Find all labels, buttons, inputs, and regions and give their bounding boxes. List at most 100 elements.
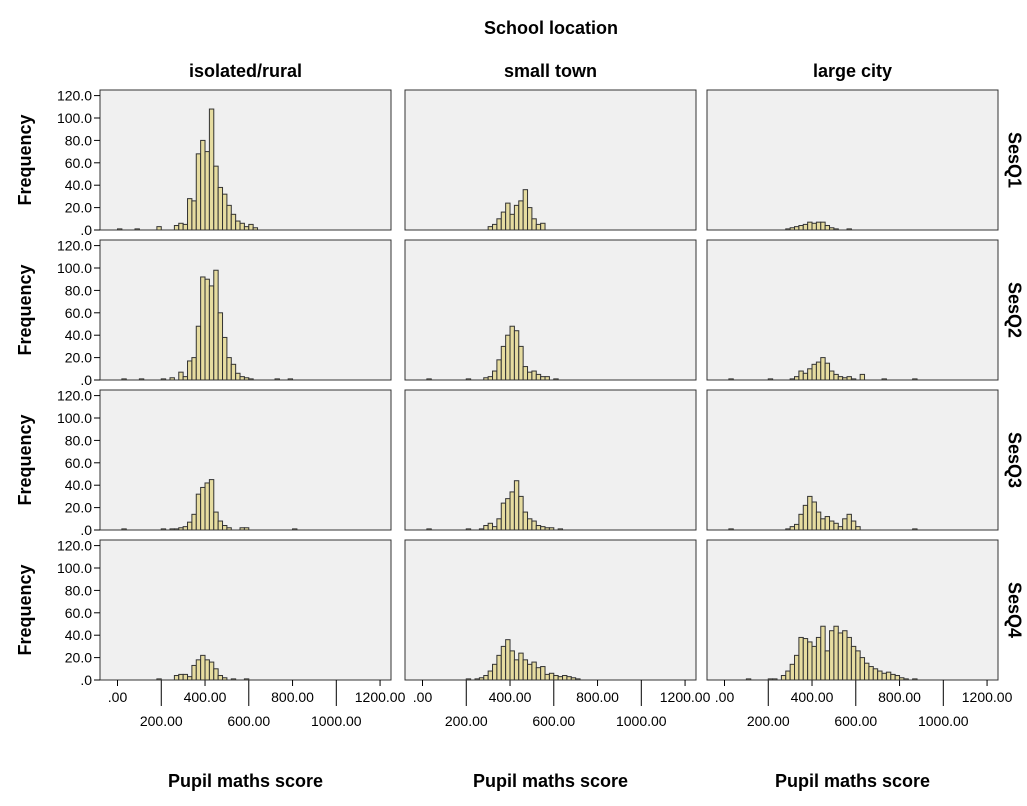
histogram-bar: [829, 520, 835, 531]
y-tick-label: 20.0: [65, 650, 92, 666]
histogram-bar: [195, 153, 202, 231]
y-tick-label: 100.0: [57, 260, 92, 276]
histogram-bar: [544, 527, 550, 531]
histogram-bar: [850, 378, 857, 381]
y-tick-label: 80.0: [65, 132, 92, 148]
x-tick-label: 200.00: [445, 713, 488, 729]
histogram-bar: [815, 361, 822, 381]
histogram-bar: [500, 345, 507, 381]
y-tick-label: 80.0: [65, 282, 92, 298]
histogram-bar: [235, 372, 241, 381]
y-tick-label: 120.0: [57, 88, 92, 104]
histogram-bar: [213, 668, 219, 681]
x-tick-label: 600.00: [227, 713, 270, 729]
histogram-bar: [877, 670, 883, 681]
histogram-bar: [483, 525, 489, 531]
y-tick-label: 120.0: [57, 238, 92, 254]
histogram-bar: [518, 200, 524, 231]
histogram-bar: [912, 528, 918, 531]
y-tick-label: .0: [80, 672, 92, 688]
histogram-bar: [833, 373, 839, 381]
histogram-bar: [811, 363, 817, 381]
histogram-bar: [527, 663, 533, 681]
x-axis-label: Pupil maths score: [473, 771, 628, 791]
histogram-bar: [513, 659, 520, 681]
x-tick-label: .00: [715, 689, 735, 705]
y-tick-label: 20.0: [65, 200, 92, 216]
histogram-bar: [513, 330, 520, 381]
histogram-bar: [807, 368, 813, 381]
histogram-bar: [496, 359, 502, 381]
histogram-bar: [850, 520, 857, 531]
panel-background: [99, 239, 392, 381]
x-tick-label: 1200.00: [355, 689, 406, 705]
histogram-bar: [842, 377, 848, 381]
histogram-bar: [487, 376, 494, 381]
histogram-bar: [518, 652, 524, 681]
histogram-bar: [239, 527, 245, 531]
histogram-bar: [222, 336, 228, 381]
histogram-bar: [798, 225, 804, 231]
histogram-bar: [802, 223, 809, 231]
histogram-bar: [815, 221, 822, 231]
histogram-bar: [208, 479, 215, 531]
histogram-bar: [807, 221, 813, 231]
histogram-bar: [540, 526, 546, 531]
histogram-bar: [807, 495, 813, 531]
histogram-bar: [522, 189, 529, 231]
histogram-bar: [912, 378, 918, 381]
histogram-bar: [535, 525, 542, 531]
histogram-bar: [789, 526, 796, 531]
y-tick-label: 60.0: [65, 605, 92, 621]
histogram-bar: [182, 673, 189, 681]
row-label: SesQ1: [1004, 132, 1024, 188]
histogram-bar: [820, 357, 826, 381]
y-axis-label: Frequency: [15, 564, 35, 655]
y-tick-label: 60.0: [65, 155, 92, 171]
histogram-bar: [518, 345, 524, 381]
histogram-bar: [802, 372, 809, 381]
histogram-bar: [483, 675, 489, 681]
y-tick-label: 20.0: [65, 350, 92, 366]
y-axis-label: Frequency: [15, 114, 35, 205]
histogram-bar: [527, 518, 533, 531]
histogram-bar: [222, 193, 228, 231]
histogram-bar: [217, 186, 224, 231]
histogram-bar: [200, 139, 206, 231]
histogram-bar: [522, 511, 529, 531]
histogram-bar: [204, 278, 210, 381]
histogram-bar: [829, 630, 835, 681]
panel-background: [404, 389, 697, 531]
histogram-bar: [885, 671, 892, 681]
histogram-bar: [829, 227, 835, 231]
histogram-bar: [837, 632, 844, 681]
histogram-bar: [487, 522, 494, 531]
histogram-bar: [872, 668, 879, 681]
histogram-bar: [204, 659, 210, 681]
histogram-bar: [182, 376, 189, 381]
panel-background: [706, 89, 999, 231]
histogram-bar: [522, 659, 529, 681]
histogram-bar: [213, 269, 219, 381]
y-tick-label: 100.0: [57, 560, 92, 576]
row-label: SesQ4: [1004, 582, 1024, 638]
histogram-bar: [833, 228, 839, 231]
histogram-bar: [217, 312, 224, 381]
histogram-bar: [807, 641, 813, 681]
histogram-bar: [824, 516, 831, 531]
y-tick-label: 120.0: [57, 388, 92, 404]
histogram-bar: [912, 678, 918, 681]
histogram-bar: [505, 202, 511, 231]
histogram-bar: [518, 495, 524, 531]
histogram-bar: [156, 678, 162, 681]
y-axis-label: Frequency: [15, 414, 35, 505]
histogram-bar: [505, 498, 511, 531]
histogram-bar: [535, 223, 542, 231]
histogram-bar: [855, 526, 861, 531]
panel-background: [706, 239, 999, 381]
histogram-bar: [195, 659, 202, 681]
histogram-bar: [243, 678, 250, 681]
histogram-bar: [789, 663, 796, 681]
histogram-bar: [500, 211, 507, 231]
histogram-bar: [811, 501, 817, 531]
